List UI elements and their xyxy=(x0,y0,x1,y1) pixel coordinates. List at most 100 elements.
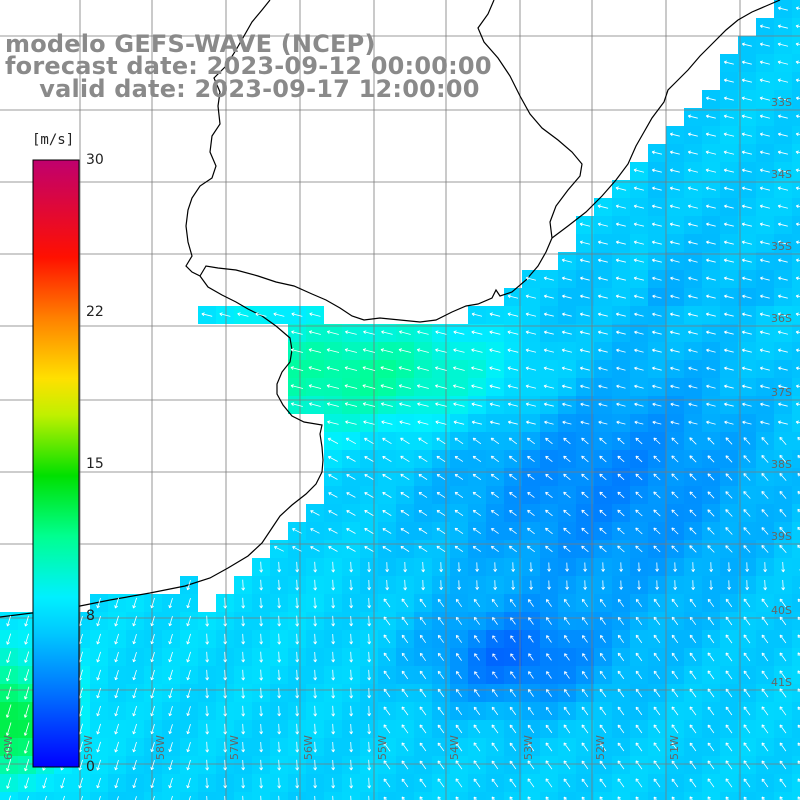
wind-arrow xyxy=(653,634,661,644)
wind-arrow xyxy=(779,706,787,716)
wind-arrow xyxy=(707,724,715,734)
wind-arrow xyxy=(727,562,732,572)
wind-arrow xyxy=(598,420,608,425)
wind-arrow xyxy=(331,669,336,681)
wind-arrow xyxy=(761,688,769,698)
speed-cell xyxy=(162,792,180,800)
wind-arrow xyxy=(313,633,318,645)
wind-arrow xyxy=(527,527,535,535)
wind-arrow xyxy=(492,617,498,625)
wind-arrow xyxy=(383,688,391,698)
wind-arrow xyxy=(725,491,733,499)
wind-arrow xyxy=(615,294,626,299)
wind-arrow xyxy=(688,294,698,299)
wind-arrow xyxy=(507,384,519,389)
wind-arrow xyxy=(114,759,119,771)
wind-arrow xyxy=(707,598,715,608)
wind-arrow xyxy=(453,402,465,407)
speed-cell xyxy=(468,792,486,800)
wind-arrow xyxy=(260,795,262,800)
wind-arrow xyxy=(96,597,101,609)
wind-arrow xyxy=(581,473,589,481)
wind-arrow xyxy=(168,759,173,771)
latitude-label: 34S xyxy=(771,168,792,181)
speed-cell xyxy=(792,360,800,378)
wind-arrow xyxy=(635,509,643,517)
wind-arrow xyxy=(795,384,800,389)
wind-arrow xyxy=(349,705,354,717)
wind-arrow xyxy=(349,651,354,663)
wind-arrow xyxy=(96,777,101,789)
wind-arrow xyxy=(671,527,679,535)
wind-arrow xyxy=(382,456,392,462)
wind-arrow xyxy=(743,598,751,608)
speed-cell xyxy=(792,378,800,396)
wind-arrow xyxy=(308,366,322,371)
wind-arrow xyxy=(326,348,340,353)
wind-arrow xyxy=(525,384,537,389)
wind-arrow xyxy=(669,222,680,227)
wind-arrow xyxy=(563,509,571,517)
wind-arrow xyxy=(367,579,372,591)
wind-arrow xyxy=(635,724,643,734)
wind-arrow xyxy=(437,706,445,716)
wind-arrow xyxy=(779,473,787,481)
wind-arrow xyxy=(328,528,338,534)
wind-arrow xyxy=(669,132,680,137)
wind-arrow xyxy=(599,724,607,734)
wind-arrow xyxy=(778,240,788,245)
longitude-label: 51W xyxy=(668,735,681,760)
wind-arrow xyxy=(743,670,751,680)
wind-arrow xyxy=(689,527,697,535)
wind-arrow xyxy=(669,240,680,245)
wind-arrow xyxy=(401,688,409,698)
wind-arrow xyxy=(525,348,537,353)
wind-arrow xyxy=(653,437,661,445)
wind-arrow xyxy=(545,796,549,800)
wind-arrow xyxy=(24,758,30,772)
wind-arrow xyxy=(707,491,715,499)
wind-arrow xyxy=(615,276,626,281)
wind-arrow xyxy=(186,651,191,663)
wind-arrow xyxy=(723,258,734,263)
wind-arrow xyxy=(205,651,210,663)
longitude-label: 58W xyxy=(154,735,167,760)
wind-arrow xyxy=(527,474,535,480)
wind-arrow xyxy=(634,348,644,353)
wind-arrow xyxy=(617,527,625,535)
speed-cell xyxy=(540,792,558,800)
wind-arrow xyxy=(385,579,390,591)
wind-arrow xyxy=(114,723,119,735)
wind-arrow xyxy=(471,348,483,353)
wind-arrow xyxy=(582,671,588,679)
wind-arrow xyxy=(777,294,788,299)
wind-arrow xyxy=(132,615,137,627)
wind-arrow xyxy=(725,455,733,463)
wind-arrow xyxy=(382,546,392,552)
wind-arrow xyxy=(617,688,625,698)
wind-arrow xyxy=(295,615,300,627)
wind-arrow xyxy=(277,579,282,591)
wind-arrow xyxy=(150,651,155,663)
wind-arrow xyxy=(761,509,769,517)
speed-cell xyxy=(72,792,90,800)
wind-arrow xyxy=(5,704,12,718)
wind-arrow xyxy=(725,634,733,644)
wind-arrow xyxy=(417,330,429,335)
wind-arrow xyxy=(345,420,357,425)
wind-arrow xyxy=(599,742,607,752)
wind-arrow xyxy=(562,402,572,407)
wind-arrow xyxy=(707,634,715,644)
wind-arrow xyxy=(687,330,698,335)
wind-arrow xyxy=(346,510,356,516)
wind-arrow xyxy=(797,778,800,783)
wind-arrow xyxy=(600,617,606,625)
wind-arrow xyxy=(743,545,751,553)
wind-arrow xyxy=(761,473,769,481)
wind-arrow xyxy=(616,420,626,425)
latitude-label: 40S xyxy=(771,604,792,617)
speed-cell xyxy=(0,792,18,800)
wind-arrow xyxy=(600,635,606,643)
wind-arrow xyxy=(599,455,607,463)
